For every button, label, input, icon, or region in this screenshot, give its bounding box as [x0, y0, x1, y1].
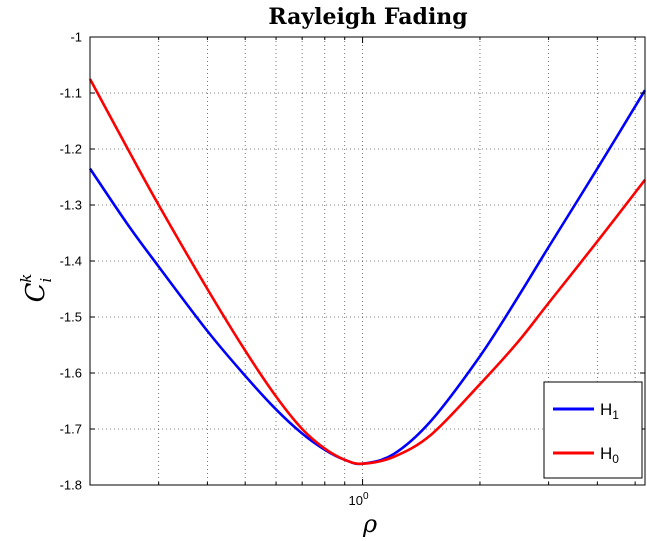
y-axis-label: Cik	[17, 274, 55, 303]
x-tick-label-base: 10	[349, 493, 363, 508]
legend-label-subscript: 1	[612, 408, 619, 422]
y-axis-label-base: C	[21, 282, 51, 302]
grid	[90, 37, 645, 485]
axes	[89, 36, 646, 486]
x-axis-label: ρ	[362, 510, 377, 538]
y-tick-label: -1.2	[60, 142, 82, 157]
y-tick-label: -1.4	[60, 254, 82, 269]
series-line-h0	[88, 78, 647, 466]
y-axis-label-superscript: k	[17, 274, 35, 283]
y-axis-label-subscript: i	[37, 278, 55, 283]
y-tick-label: -1.5	[60, 310, 82, 325]
x-tick-label: 100	[349, 491, 369, 508]
y-tick-label: -1.1	[60, 86, 82, 101]
y-tick-label: -1.6	[60, 366, 82, 381]
legend-label-base: H	[600, 444, 612, 463]
y-tick-labels: -1 -1.1 -1.2 -1.3 -1.4 -1.5 -1.6 -1.7 -1.8	[60, 30, 82, 493]
chart-title: Rayleigh Fading	[268, 4, 467, 30]
legend-label-h0: H0	[600, 444, 619, 466]
y-tick-label: -1.3	[60, 198, 82, 213]
series-lines	[88, 78, 647, 466]
x-tick-label-exponent: 0	[363, 491, 369, 502]
legend-label-h1: H1	[600, 400, 619, 422]
legend-label-subscript: 0	[612, 452, 619, 466]
y-tick-label: -1.8	[60, 478, 82, 493]
svg-text:Cik: Cik	[17, 274, 55, 303]
legend-box	[543, 381, 643, 479]
x-tick-labels: 100	[349, 491, 369, 508]
legend-label-base: H	[600, 400, 612, 419]
y-tick-label: -1.7	[60, 422, 82, 437]
y-tick-label: -1	[70, 30, 82, 45]
